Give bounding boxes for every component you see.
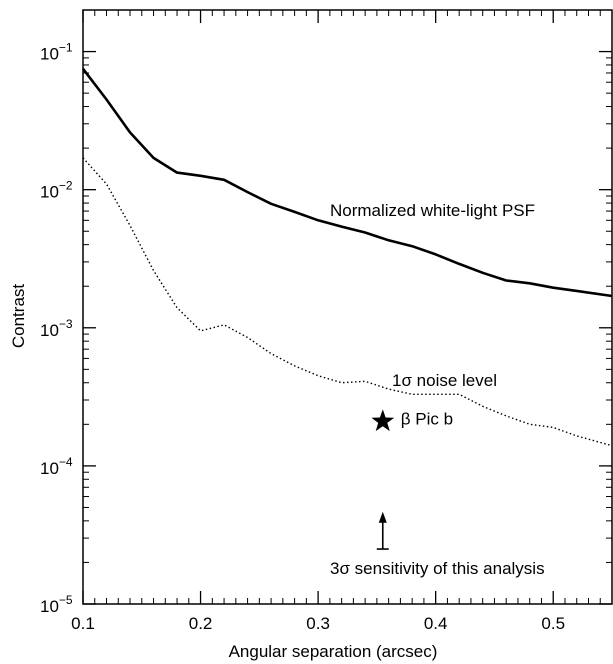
- star-marker: [371, 409, 395, 432]
- axes-frame: [82, 9, 613, 605]
- x-tick-label: 0.4: [424, 614, 448, 633]
- plot-frame: [82, 9, 613, 605]
- x-tick-label: 0.3: [306, 614, 330, 633]
- x-tick-label: 0.1: [71, 614, 95, 633]
- x-tick-label: 0.5: [541, 614, 565, 633]
- tick-labels: 0.1 0.2 0.3 0.4 0.5 10−5 10−4 10−3 10−2 10−1: [40, 41, 565, 633]
- annotations: Normalized white-light PSF 1σ noise level…: [330, 201, 545, 578]
- x-tick-label: 0.2: [189, 614, 213, 633]
- star-marker-label: β Pic b: [401, 409, 453, 428]
- sensitivity-arrow-head: [378, 511, 387, 523]
- y-tick-label: 10−5: [40, 593, 73, 616]
- y-tick-label: 10−2: [40, 179, 73, 202]
- psf-curve-label: Normalized white-light PSF: [330, 201, 535, 220]
- noise-curve-label: 1σ noise level: [392, 371, 497, 390]
- y-tick-label: 10−4: [40, 455, 73, 478]
- sensitivity-label: 3σ sensitivity of this analysis: [330, 559, 545, 578]
- y-tick-label: 10−3: [40, 317, 73, 340]
- psf-curve: [81, 68, 613, 298]
- axis-ticks: [82, 9, 613, 605]
- y-tick-label: 10−1: [40, 41, 73, 64]
- x-axis-label: Angular separation (arcsec): [229, 642, 438, 661]
- y-axis-label: Contrast: [9, 284, 28, 349]
- series-lines: [81, 68, 613, 447]
